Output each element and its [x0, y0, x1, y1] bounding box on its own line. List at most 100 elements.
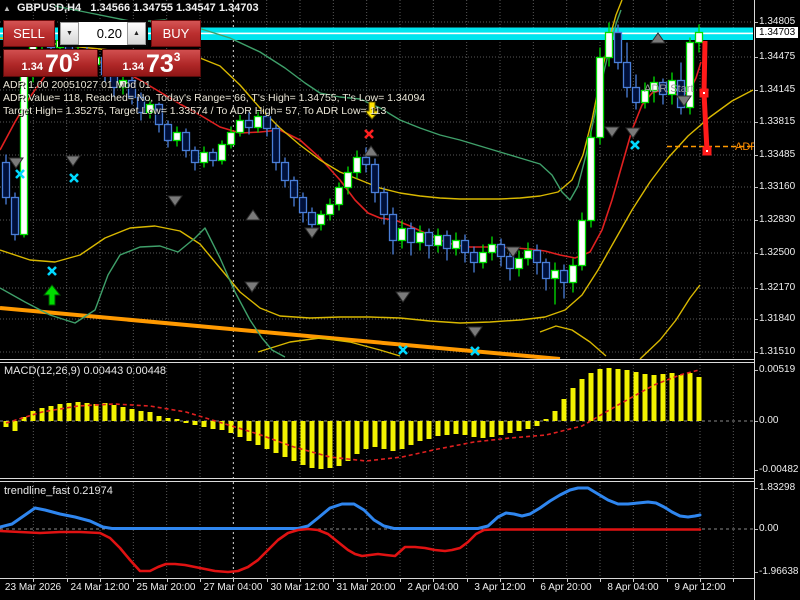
macd-histogram-bar	[273, 421, 279, 453]
axis-tick-mark	[600, 578, 601, 582]
candle-bear	[289, 179, 299, 199]
chart-title: ▲ GBPUSD,H4 1.34566 1.34755 1.34547 1.34…	[3, 2, 259, 14]
macd-histogram-bar	[156, 416, 162, 421]
axis-tick-mark	[566, 578, 568, 582]
macd-histogram-bar	[561, 399, 567, 421]
macd-histogram-bar	[120, 407, 126, 421]
buy-button[interactable]: BUY	[151, 20, 201, 47]
macd-histogram-bar	[30, 411, 36, 421]
collapse-triangle-icon[interactable]: ▲	[3, 4, 11, 13]
macd-histogram-bar	[462, 421, 468, 435]
macd-histogram-bar	[21, 417, 27, 421]
macd-histogram-bar	[12, 421, 18, 431]
line	[69, 173, 79, 183]
macd-histogram-bar	[588, 373, 594, 421]
trendline-fast-indicator-pane[interactable]	[0, 482, 754, 578]
axis-tick-mark	[433, 578, 435, 582]
stepper-down-icon[interactable]: ▼	[60, 22, 79, 45]
time-axis-label: 3 Apr 12:00	[474, 582, 526, 593]
macd-histogram-bar	[579, 379, 585, 421]
macd-histogram-bar	[327, 421, 333, 468]
price-axis-label: 1.34475	[759, 51, 796, 62]
axis-tick-mark	[755, 90, 758, 91]
macd-histogram-bar	[183, 421, 189, 423]
cyan-x-marker-icon	[630, 140, 640, 150]
axis-tick-mark	[755, 22, 758, 23]
fractal-down-arrow-icon	[505, 246, 521, 258]
lot-size-field[interactable]: 0.20	[79, 22, 127, 45]
time-axis[interactable]: 23 Mar 2026 24 Mar 12:00 25 Mar 20:00 27 Ma…	[0, 578, 754, 600]
axis-tick-mark	[166, 578, 168, 582]
fractal-down-arrow-icon	[304, 227, 320, 239]
lot-size-stepper: ▼ 0.20 ▲	[58, 20, 148, 47]
sell-button[interactable]: SELL	[3, 20, 55, 47]
cyan-x-marker-icon	[398, 345, 408, 355]
price-axis-label: -1.96638	[759, 566, 799, 577]
macd-histogram-bar	[192, 421, 198, 425]
candle-bear	[244, 119, 254, 129]
candle-bear	[469, 251, 479, 264]
line	[470, 346, 480, 356]
line	[364, 129, 374, 139]
price-axis-label: 1.32170	[759, 282, 796, 293]
line	[47, 266, 57, 276]
fractal-up-arrow-icon	[245, 209, 261, 221]
buy-price-sup: 3	[173, 50, 181, 64]
candle-bear	[370, 163, 380, 194]
macd-histogram-bar	[165, 418, 171, 421]
candle-bear	[1, 161, 11, 199]
price-axis[interactable]: 1.34805 1.34703 1.34475 1.34145 1.33815 1.334…	[754, 0, 800, 600]
trendline-object	[0, 306, 561, 360]
axis-tick-mark	[755, 220, 758, 221]
candle-bull	[487, 243, 497, 254]
yellow-sell-arrow-icon	[363, 101, 381, 120]
sell-price-panel[interactable]: 1.34 70 3	[3, 49, 98, 77]
candle-bear	[154, 103, 164, 126]
candle-bear	[190, 149, 200, 164]
cyan-x-marker-icon	[15, 169, 25, 179]
candle-bear	[280, 161, 290, 182]
candle-bear	[658, 81, 668, 96]
macd-histogram-bar	[57, 404, 63, 421]
candle-bear	[496, 243, 506, 258]
axis-tick-mark	[633, 578, 635, 582]
candle-bear	[181, 131, 191, 152]
candle-bear	[127, 79, 137, 99]
axis-tick-mark	[666, 578, 668, 582]
time-axis-label: 8 Apr 04:00	[607, 582, 659, 593]
time-axis-label: 6 Apr 20:00	[540, 582, 592, 593]
candle-bull	[352, 156, 362, 174]
candle-bull	[325, 203, 335, 216]
current-price-line	[0, 32, 753, 35]
macd-histogram-bar	[435, 421, 441, 436]
macd-histogram-bar	[498, 421, 504, 435]
candle-bull	[118, 79, 128, 89]
stepper-up-icon[interactable]: ▲	[127, 22, 146, 45]
zigzag-node-dot	[706, 150, 708, 152]
candle-bear	[208, 151, 218, 162]
candle-bull	[235, 119, 245, 134]
axis-tick-mark	[100, 578, 101, 582]
axis-tick-mark	[233, 578, 235, 582]
time-axis-label: 24 Mar 12:00	[70, 582, 130, 593]
axis-tick-mark	[755, 470, 758, 471]
macd-histogram-bar	[543, 419, 549, 421]
macd-indicator-pane[interactable]	[0, 362, 754, 478]
axis-tick-mark	[66, 578, 68, 582]
symbol-period-label: GBPUSD,H4	[16, 2, 82, 14]
cyan-x-marker-icon	[47, 266, 57, 276]
candle-bull	[550, 269, 560, 280]
axis-tick-mark	[755, 57, 758, 58]
panel-separator[interactable]	[0, 359, 754, 363]
price-axis-label: 1.83298	[759, 482, 796, 493]
time-axis-label: 31 Mar 20:00	[336, 582, 396, 593]
buy-price-big: 73	[145, 50, 174, 78]
band-yellow-lower	[0, 89, 754, 324]
buy-price-panel[interactable]: 1.34 73 3	[102, 49, 201, 77]
one-click-trading-widget: SELL ▼ 0.20 ▲ BUY 1.34 70 3 1.34 73 3	[3, 20, 201, 77]
macd-histogram-bar	[507, 421, 513, 433]
price-axis-label: 1.33815	[759, 116, 796, 127]
panel-separator[interactable]	[0, 478, 754, 482]
candle-bull	[343, 171, 353, 189]
cyan-x-marker-icon	[69, 173, 79, 183]
